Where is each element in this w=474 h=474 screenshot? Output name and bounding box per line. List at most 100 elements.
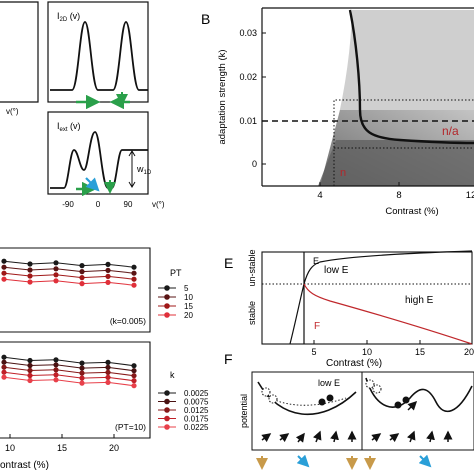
panel-c-2-legend-label: 0.0125 xyxy=(184,406,209,415)
panel-b-ytick-2: 0.02 xyxy=(239,72,257,82)
panel-c-1-legend-label: 20 xyxy=(184,311,193,320)
panel-c-lower-series-point xyxy=(79,360,85,366)
panel-b-x-ticks xyxy=(319,182,400,186)
panel-a-top-curve xyxy=(50,21,148,91)
panel-c-xtick-2: 20 xyxy=(109,443,119,453)
panel-c-2-legend-label: 0.0075 xyxy=(184,398,209,407)
panel-c-upper-series-point xyxy=(1,276,7,282)
panel-b: B 0 0.01 0.02 0.03 adaptation strength (… xyxy=(201,7,474,217)
panel-c-upper-series-point xyxy=(1,264,7,270)
panel-c-upper-series-point xyxy=(79,263,85,269)
panel-c-lower-series-point xyxy=(1,359,7,365)
panel-f-right-dashed-ball-2 xyxy=(372,384,382,394)
panel-b-darker-region xyxy=(318,140,474,186)
panel-e-ylabel-bottom: stable xyxy=(247,301,257,325)
panel-c-lower-series-line xyxy=(3,356,135,367)
panel-c-upper-series-point xyxy=(53,272,59,278)
panel-c-x-ticks xyxy=(9,434,115,438)
panel-b-y-ticks xyxy=(262,32,266,165)
panel-c-lower-series-point xyxy=(131,378,137,384)
panel-b-ylabel: adaptation strength (k) xyxy=(217,49,228,144)
panel-e-curve-E xyxy=(289,250,473,345)
panel-c-2-legend-label: 0.0175 xyxy=(184,415,209,424)
panel-e-low-label: low E xyxy=(324,265,349,276)
panel-c-upper-series-point xyxy=(53,260,59,266)
panel-a-bottom-w-arrowheads xyxy=(128,150,136,188)
panel-f-left-dashed-ball-1 xyxy=(261,387,271,397)
panel-f-left-ball-1 xyxy=(318,398,326,406)
panel-f-low-label: low E xyxy=(318,378,340,388)
panel-a-left-plot-frame xyxy=(0,1,39,103)
panel-c-upper-series-point xyxy=(1,270,7,276)
panel-a-left-xunit: v(°) xyxy=(6,107,19,116)
panel-a-xtick-3: 90 xyxy=(124,200,133,209)
panel-c-lower-series-point xyxy=(79,375,85,381)
panel-c-upper-series-point xyxy=(79,281,85,287)
panel-c-1-legend-marker xyxy=(164,303,170,309)
panel-f-right-ball-2 xyxy=(402,396,410,404)
panel-c-upper-series-point xyxy=(105,279,111,285)
panel-c-upper-series-point xyxy=(27,273,33,279)
panel-c-upper-series-line xyxy=(3,260,135,268)
panel-c-lower-series-line xyxy=(3,361,135,372)
panel-c-2-legend-marker xyxy=(164,415,170,422)
panel-c-lower-series-point xyxy=(27,372,33,379)
panel-a: v(°) I2D (v) Iext (v) w1D -90 0 90 v(°) xyxy=(0,1,165,209)
panel-c-1-legend-label: 10 xyxy=(184,293,193,302)
panel-c-2-legend-marker xyxy=(164,390,170,396)
panel-e-letter: E xyxy=(224,255,233,271)
panel-c-upper-series-point xyxy=(105,261,111,267)
panel-c-lower-series-point xyxy=(105,379,111,385)
panel-b-ytick-3: 0.03 xyxy=(239,28,257,38)
panel-c-legend1-title: PT xyxy=(170,268,182,278)
panel-f-black-arrows xyxy=(261,400,453,443)
panel-c-lower-series-point xyxy=(1,364,7,370)
panel-c-lower-series-line xyxy=(3,376,135,387)
panel-c-upper-series-line xyxy=(3,266,135,274)
panel-f-left-ball-2 xyxy=(326,394,334,402)
panel-c-lower-series-point xyxy=(1,354,7,360)
panel-c-upper-frame xyxy=(0,247,151,333)
panel-c-lower-series-point xyxy=(105,359,111,365)
panel-c-lower-series xyxy=(1,354,137,389)
panel-c-upper-series-point xyxy=(27,261,33,267)
panel-b-boundary-curve xyxy=(348,9,474,145)
panel-c-lower-series-point xyxy=(53,357,59,363)
panel-c-upper-series-point xyxy=(105,273,111,279)
panel-a-top-title: I2D (v) xyxy=(57,11,80,23)
panel-b-region-label-na: n/a xyxy=(442,124,459,138)
panel-c-2-legend-marker xyxy=(164,398,170,405)
panel-e-label-E: E xyxy=(313,256,319,266)
panel-c-upper-series-point xyxy=(131,282,137,288)
panel-a-xtick-1: -90 xyxy=(62,200,74,209)
panel-e: E E F low E high E un-stable stable 5 10… xyxy=(224,249,474,369)
panel-c-lower-series-point xyxy=(27,377,33,384)
panel-b-xtick-2: 12 xyxy=(466,190,474,201)
panel-c-lower-series-point xyxy=(27,367,33,374)
panel-c-upper-series-point xyxy=(53,278,59,284)
panel-f-right-dashed-ball-1 xyxy=(365,379,375,389)
panel-e-ylabel-top: un-stable xyxy=(247,249,257,286)
panel-c-lower-series-point xyxy=(131,368,137,374)
panel-c-lower-series-line xyxy=(3,366,135,377)
panel-c-1-legend-marker xyxy=(164,285,170,291)
panel-c-1-legend-label: 5 xyxy=(184,284,189,293)
panel-b-xtick-0: 4 xyxy=(317,190,322,201)
panel-b-ytick-0: 0 xyxy=(252,159,257,169)
panel-c-2-legend-marker xyxy=(164,407,170,413)
panel-f-letter: F xyxy=(224,351,233,367)
panel-a-bottom-blue-arrow xyxy=(85,177,100,192)
panel-f-right-potential xyxy=(365,377,473,413)
panel-c-lower-series-point xyxy=(53,362,59,368)
panel-f-ylabel: potential xyxy=(239,394,249,428)
panel-c-upper-series-line xyxy=(3,272,135,280)
panel-f: F potential low E xyxy=(224,351,474,470)
panel-c-upper-series-point xyxy=(27,267,33,273)
panel-a-bottom-title: Iext (v) xyxy=(57,121,81,133)
panel-c-lower-series-line xyxy=(3,371,135,382)
panel-c-lower-series-point xyxy=(27,362,33,369)
panel-c-upper-series xyxy=(1,258,137,288)
